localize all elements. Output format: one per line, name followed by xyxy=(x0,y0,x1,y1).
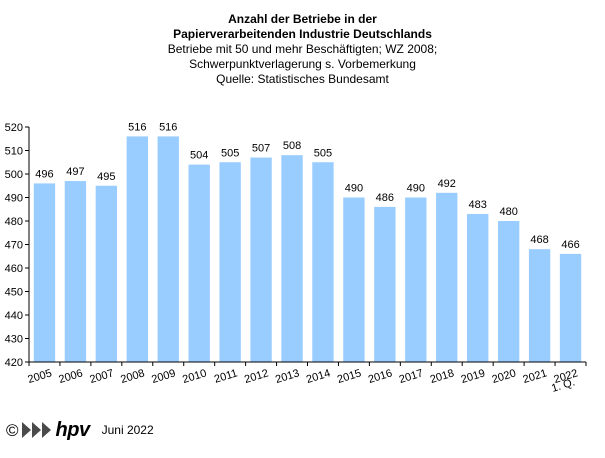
bar-chart: 496 497 495 516 516 504 505 507 508 505 490 486 490 4… xyxy=(5,121,587,395)
x-tick-label: 2006 xyxy=(57,367,84,386)
x-tick-label: 2015 xyxy=(336,367,363,386)
data-label: 497 xyxy=(66,166,84,178)
footer-date: Juni 2022 xyxy=(101,423,154,437)
data-label: 490 xyxy=(345,183,363,195)
data-label: 490 xyxy=(407,183,425,195)
bar xyxy=(281,155,303,362)
data-label: 516 xyxy=(159,121,177,133)
y-tick-label: 480 xyxy=(5,216,23,228)
y-tick-label: 420 xyxy=(5,357,23,369)
x-tick-label: 2013 xyxy=(274,367,301,386)
x-tick-label: 2008 xyxy=(119,367,146,386)
data-label: 516 xyxy=(128,121,146,133)
x-tick-label: 2019 xyxy=(460,367,487,386)
y-tick-label: 460 xyxy=(5,263,23,275)
bar xyxy=(157,136,179,362)
bar xyxy=(250,157,272,362)
bar xyxy=(219,162,241,362)
x-tick-label: 2021 xyxy=(522,367,549,386)
data-label: 466 xyxy=(561,239,579,251)
x-tick-label: 2007 xyxy=(88,367,115,386)
data-label: 508 xyxy=(283,140,301,152)
chart-header: Anzahl der Betriebe in der Papierverarbe… xyxy=(0,12,605,87)
bar xyxy=(64,181,87,362)
bar xyxy=(436,192,458,362)
data-label: 507 xyxy=(252,143,270,155)
y-tick-label: 440 xyxy=(5,310,23,322)
hpv-logo-text: hpv xyxy=(55,418,91,441)
data-label: 504 xyxy=(190,150,208,162)
y-tick-label: 510 xyxy=(5,146,23,158)
x-tick-label: 2009 xyxy=(150,367,177,386)
x-tick-label: 2012 xyxy=(243,367,270,386)
x-tick-label: 2018 xyxy=(429,367,456,386)
x-tick-label: 2010 xyxy=(181,367,208,386)
bar xyxy=(528,249,551,362)
data-label: 495 xyxy=(97,171,115,183)
bar xyxy=(559,253,582,362)
bar xyxy=(467,213,489,362)
x-tick-label: 2011 xyxy=(213,367,239,385)
bar xyxy=(126,136,148,362)
y-tick-label: 450 xyxy=(5,287,23,299)
chart-title-line2: Papierverarbeitenden Industrie Deutschla… xyxy=(173,27,432,41)
data-label: 505 xyxy=(314,147,332,159)
hpv-logo-icon xyxy=(21,422,52,438)
bar xyxy=(95,185,118,362)
data-label: 483 xyxy=(469,199,487,211)
x-tick-label: 2005 xyxy=(26,367,53,386)
bar xyxy=(405,197,427,362)
y-tick-label: 520 xyxy=(5,122,23,134)
chart-title-line1: Anzahl der Betriebe in der xyxy=(228,12,377,26)
data-label: 492 xyxy=(438,178,456,190)
footer: © hpv Juni 2022 xyxy=(6,418,154,442)
data-label: 505 xyxy=(221,147,239,159)
bar xyxy=(374,206,396,362)
x-tick-label: 2017 xyxy=(398,367,425,386)
data-label: 468 xyxy=(530,234,548,246)
x-tick-label: 2016 xyxy=(367,367,394,386)
data-label: 486 xyxy=(376,192,394,204)
y-tick-label: 470 xyxy=(5,240,23,252)
bar xyxy=(343,197,365,362)
bar xyxy=(33,183,56,362)
bar xyxy=(497,221,520,362)
x-tick-label: 2014 xyxy=(305,367,332,386)
y-tick-label: 500 xyxy=(5,169,23,181)
chart-subtitle-line2: Schwerpunktverlagerung s. Vorbemerkung xyxy=(189,57,416,71)
bar xyxy=(188,164,210,362)
x-tick-label: 2020 xyxy=(491,367,518,386)
chart-subtitle-line1: Betriebe mit 50 und mehr Beschäftigten; … xyxy=(167,42,438,56)
y-tick-label: 490 xyxy=(5,193,23,205)
copyright-symbol: © xyxy=(6,420,19,440)
data-label: 480 xyxy=(499,206,517,218)
y-tick-label: 430 xyxy=(5,334,23,346)
chart-source: Quelle: Statistisches Bundesamt xyxy=(216,72,389,86)
bar xyxy=(312,162,334,362)
data-label: 496 xyxy=(35,168,53,180)
